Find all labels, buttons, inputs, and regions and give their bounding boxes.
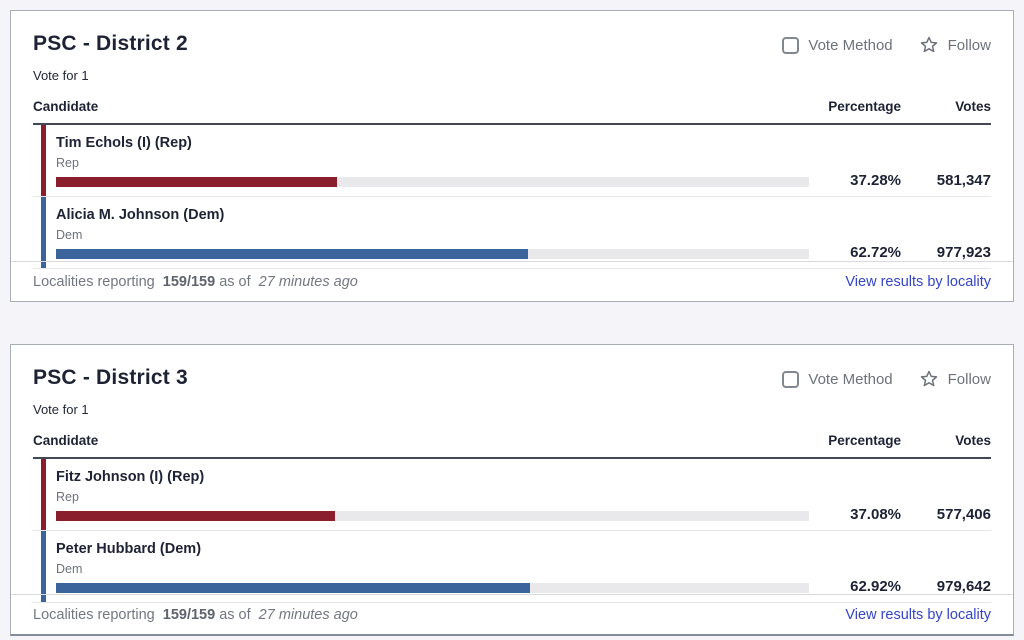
result-bar-track [56, 583, 809, 593]
view-results-by-locality-link[interactable]: View results by locality [845, 606, 991, 623]
party-accent-bar [41, 459, 46, 530]
star-icon [919, 35, 939, 55]
result-bar-track [56, 511, 809, 521]
star-icon [919, 369, 939, 389]
candidate-party: Dem [56, 562, 83, 576]
candidate-party: Dem [56, 228, 83, 242]
candidate-row: Tim Echols (I) (Rep) Rep 37.28% 581,347 [33, 125, 991, 197]
candidate-row: Peter Hubbard (Dem) Dem 62.92% 979,642 [33, 531, 991, 603]
updated-time-ago: 27 minutes ago [258, 606, 358, 623]
follow-label: Follow [947, 370, 991, 388]
result-bar-track [56, 249, 809, 259]
candidate-name: Peter Hubbard (Dem) [56, 541, 202, 557]
column-header-percentage: Percentage [828, 99, 901, 114]
localities-reporting-status: Localities reporting 159/159 as of 27 mi… [33, 273, 358, 290]
candidate-name: Fitz Johnson (I) (Rep) [56, 469, 205, 485]
checkbox-icon[interactable] [782, 370, 800, 388]
result-bar-fill [56, 511, 336, 521]
localities-reporting-status: Localities reporting 159/159 as of 27 mi… [33, 606, 358, 623]
result-bar-fill [56, 177, 337, 187]
race-card-psc-district-3: PSC - District 3 Vote Method Follow Vote… [10, 344, 1014, 636]
candidate-votes: 577,406 [936, 506, 991, 523]
column-header-votes: Votes [955, 433, 991, 448]
candidate-percentage: 62.92% [850, 578, 901, 595]
results-table-header: Candidate Percentage Votes [33, 433, 991, 459]
race-title: PSC - District 2 [33, 32, 188, 55]
vote-method-toggle[interactable]: Vote Method [782, 370, 893, 388]
column-header-candidate: Candidate [33, 99, 99, 114]
result-bar-fill [56, 583, 530, 593]
candidate-votes: 979,642 [936, 578, 991, 595]
checkbox-icon[interactable] [782, 36, 800, 54]
result-bar-track [56, 177, 809, 187]
follow-button[interactable]: Follow [919, 35, 991, 55]
vote-for-text: Vote for 1 [33, 402, 89, 417]
result-bar-fill [56, 249, 529, 259]
party-accent-bar [41, 125, 46, 196]
vote-method-label: Vote Method [808, 370, 893, 388]
updated-time-ago: 27 minutes ago [258, 273, 358, 290]
party-accent-bar [41, 531, 46, 602]
follow-button[interactable]: Follow [919, 369, 991, 389]
results-table-header: Candidate Percentage Votes [33, 99, 991, 125]
candidate-votes: 977,923 [936, 244, 991, 261]
column-header-votes: Votes [955, 99, 991, 114]
view-results-by-locality-link[interactable]: View results by locality [845, 273, 991, 290]
candidate-name: Alicia M. Johnson (Dem) [56, 207, 225, 223]
candidate-name: Tim Echols (I) (Rep) [56, 135, 192, 151]
reporting-count: 159/159 [162, 273, 216, 290]
race-card-psc-district-2: PSC - District 2 Vote Method Follow Vote… [10, 10, 1014, 302]
column-header-percentage: Percentage [828, 433, 901, 448]
candidate-percentage: 37.28% [850, 172, 901, 189]
race-title: PSC - District 3 [33, 366, 188, 389]
vote-method-toggle[interactable]: Vote Method [782, 36, 893, 54]
candidate-row: Alicia M. Johnson (Dem) Dem 62.72% 977,9… [33, 197, 991, 269]
candidate-row: Fitz Johnson (I) (Rep) Rep 37.08% 577,40… [33, 459, 991, 531]
candidate-party: Rep [56, 156, 79, 170]
candidate-party: Rep [56, 490, 79, 504]
reporting-count: 159/159 [162, 606, 216, 623]
vote-method-label: Vote Method [808, 36, 893, 54]
vote-for-text: Vote for 1 [33, 68, 89, 83]
column-header-candidate: Candidate [33, 433, 99, 448]
follow-label: Follow [947, 36, 991, 54]
party-accent-bar [41, 197, 46, 268]
candidate-percentage: 62.72% [850, 244, 901, 261]
candidate-votes: 581,347 [936, 172, 991, 189]
candidate-percentage: 37.08% [850, 506, 901, 523]
